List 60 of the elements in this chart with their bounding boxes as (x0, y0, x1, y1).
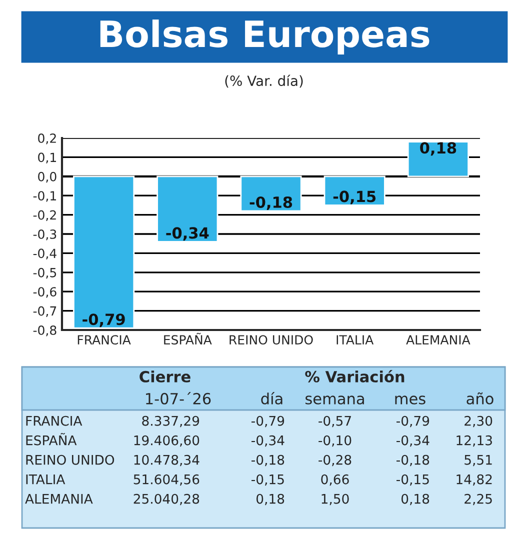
y-tick-label: -0,8 (33, 325, 56, 336)
y-tick-label: 0,1 (38, 152, 56, 164)
data-label: 0,18 (420, 142, 456, 156)
x-tick-label: ITALIA (336, 335, 374, 344)
text: -0,18 (396, 454, 430, 466)
text: -0,34 (396, 435, 430, 447)
x-tick-label: ESPAÑA (164, 332, 212, 345)
chart-title: Bolsas Europeas (100, 20, 430, 54)
text: ALEMANIA (25, 494, 93, 504)
text: -0,10 (318, 435, 352, 447)
y-tick-label: -0,3 (33, 229, 56, 240)
x-tick-label: ALEMANIA (406, 335, 470, 344)
text: -0,34 (252, 435, 284, 447)
text: % Variación (305, 370, 404, 382)
text: mes (395, 396, 426, 404)
text: 14,82 (456, 474, 492, 486)
text: -0,79 (396, 416, 430, 428)
text: -0,79 (252, 416, 284, 428)
y-tick-label: 0,0 (38, 172, 56, 183)
data-label: -0,18 (250, 196, 292, 210)
text: 2,30 (464, 416, 492, 428)
y-tick-label: -0,6 (33, 287, 56, 298)
y-tick-label: -0,7 (33, 306, 56, 317)
text: -0,57 (318, 416, 351, 428)
text: 5,51 (464, 455, 492, 466)
text: -0,15 (396, 474, 429, 486)
y-tick-label: 0,2 (38, 133, 56, 144)
text: ESPAÑA (26, 433, 77, 446)
text: día (261, 392, 282, 404)
chart-subtitle: (% Var. día) (225, 74, 303, 88)
text: FRANCIA (26, 416, 82, 426)
text: REINO UNIDO (26, 454, 114, 465)
data-label: -0,79 (82, 314, 125, 328)
text: -0,28 (318, 454, 352, 466)
text: 2,25 (464, 494, 492, 506)
text: -0,15 (252, 474, 284, 486)
text: 12,13 (456, 435, 492, 447)
text: 19.406,60 (134, 435, 200, 447)
text: 1-07-´26 (146, 392, 211, 404)
text: 0,18 (256, 494, 284, 506)
data-label: -0,15 (333, 190, 376, 204)
x-tick-label: FRANCIA (78, 335, 131, 345)
y-tick-label: -0,5 (33, 268, 56, 279)
y-tick-label: -0,4 (33, 248, 56, 260)
x-tick-label: REINO UNIDO (230, 335, 313, 345)
text: semana (306, 396, 364, 404)
text: año (466, 392, 494, 404)
text: 51.604,56 (134, 474, 200, 486)
text: 8.337,29 (142, 416, 200, 428)
text: 0,18 (401, 494, 430, 506)
text: ITALIA (26, 474, 66, 484)
text: Cierre (140, 370, 190, 382)
text: 0,66 (321, 474, 349, 486)
y-tick-label: -0,2 (33, 210, 56, 221)
y-tick-label: -0,1 (33, 191, 56, 202)
text: -0,18 (252, 454, 284, 466)
data-label: -0,34 (166, 227, 209, 241)
text: 25.040,28 (134, 494, 200, 506)
text: 10.478,34 (134, 454, 200, 466)
text: 1,50 (322, 494, 349, 506)
